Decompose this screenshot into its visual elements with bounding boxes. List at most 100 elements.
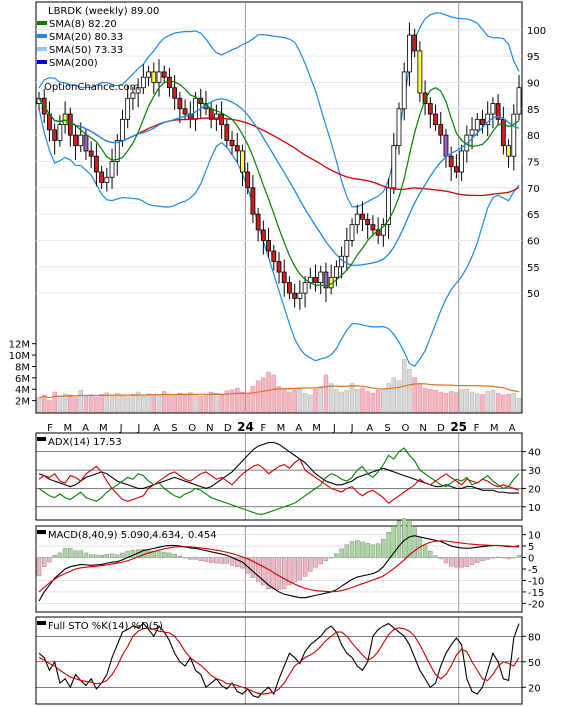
volume-bar — [182, 393, 188, 413]
candle-body — [104, 176, 110, 183]
macd-histogram-bar — [438, 557, 443, 560]
candle-body — [360, 213, 365, 220]
macd-histogram-bar — [318, 557, 323, 565]
candle-body — [219, 113, 225, 125]
candle-body — [73, 134, 78, 147]
volume-bar — [109, 395, 115, 413]
candle-body — [516, 87, 522, 115]
candle-body — [313, 276, 318, 284]
macd-histogram-bar — [475, 557, 480, 563]
macd-histogram-bar — [386, 532, 391, 558]
indicator-tick-label: 30 — [528, 466, 541, 477]
macd-histogram-bar — [308, 557, 313, 572]
candle-body — [433, 113, 438, 125]
candle-body — [287, 282, 292, 294]
volume-bar — [104, 392, 110, 413]
x-tick-label: A — [82, 423, 89, 434]
macd-histogram-bar — [302, 557, 308, 577]
indicator-title: Full STO %K(14) %D(5) — [48, 621, 163, 632]
volume-bar — [501, 394, 506, 413]
volume-bar — [370, 392, 376, 413]
candle-body — [323, 271, 329, 289]
candle-body — [511, 113, 517, 157]
macd-histogram-bar — [365, 543, 370, 558]
candle-body — [474, 118, 480, 131]
candle-body — [453, 166, 459, 173]
candle-body — [354, 213, 360, 226]
candle-body — [391, 145, 397, 189]
candle-body — [114, 139, 120, 162]
volume-bar — [490, 390, 496, 413]
legend-swatch — [37, 47, 47, 51]
volume-bar — [334, 388, 339, 413]
candle-body — [224, 124, 230, 141]
volume-tick-label: 8M — [15, 362, 30, 373]
volume-bar — [235, 387, 240, 413]
candle-body — [109, 161, 115, 178]
macd-histogram-bar — [214, 557, 219, 564]
macd-histogram-bar — [68, 548, 73, 558]
legend-swatch — [37, 530, 46, 534]
volume-bar — [448, 391, 454, 413]
macd-histogram-bar — [433, 555, 438, 558]
volume-bar — [365, 391, 370, 413]
volume-bar — [94, 396, 99, 413]
volume-bar — [88, 394, 94, 413]
legend-label: SMA(20) 80.33 — [49, 32, 123, 43]
x-tick-label: A — [153, 423, 160, 434]
volume-bar — [438, 391, 443, 413]
volume-bar — [422, 387, 428, 413]
macd-histogram-bar — [208, 557, 214, 563]
candle-body — [302, 282, 308, 294]
legend-swatch — [37, 621, 46, 625]
volume-bar — [339, 391, 344, 413]
macd-histogram-bar — [339, 548, 344, 558]
indicator-title: ADX(14) 17.53 — [48, 437, 122, 448]
candle-body — [161, 71, 167, 78]
volume-bar — [172, 395, 177, 413]
candle-body — [67, 113, 73, 136]
macd-histogram-bar — [328, 557, 334, 559]
volume-tick-label: 12M — [9, 340, 30, 351]
price-panel-frame — [35, 1, 523, 414]
x-tick-label: 25 — [450, 420, 467, 434]
volume-bar — [68, 394, 73, 413]
candle-body — [156, 71, 162, 83]
volume-bar — [141, 395, 146, 413]
candle-body — [83, 134, 89, 152]
candle-body — [396, 108, 402, 147]
candle-body — [240, 150, 245, 173]
volume-bar — [203, 394, 209, 413]
x-tick-label: O — [188, 423, 196, 434]
candle-body — [151, 71, 157, 83]
macd-histogram-bar — [323, 557, 329, 561]
candle-body — [412, 34, 418, 52]
volume-bar — [255, 380, 261, 413]
price-tick-label: 100 — [527, 26, 546, 37]
candle-body — [422, 92, 428, 104]
indicator-panel-frame — [35, 616, 523, 705]
macd-histogram-bar — [381, 538, 386, 558]
macd-histogram-bar — [516, 555, 522, 558]
macd-histogram-bar — [235, 557, 240, 567]
indicator-tick-label: 80 — [528, 632, 541, 643]
volume-bar — [261, 377, 266, 413]
macd-histogram-bar — [47, 557, 52, 563]
macd-histogram-bar — [370, 544, 376, 558]
macd-histogram-bar — [506, 557, 511, 560]
macd-histogram-bar — [172, 554, 177, 558]
macd-histogram-bar — [115, 554, 120, 558]
x-tick-label: M — [312, 423, 321, 434]
candle-body — [62, 113, 68, 125]
macd-histogram-bar — [313, 557, 318, 568]
volume-tick-label: 10M — [9, 351, 30, 362]
volume-bar — [292, 390, 297, 413]
candle-body — [459, 150, 465, 173]
candle-body — [78, 134, 84, 147]
macd-histogram-bar — [443, 557, 449, 564]
x-tick-label: N — [419, 423, 426, 434]
candle-body — [260, 229, 266, 241]
indicator-panel-frame — [35, 432, 523, 521]
legend-label: SMA(8) 82.20 — [49, 19, 117, 30]
candle-body — [485, 113, 491, 125]
